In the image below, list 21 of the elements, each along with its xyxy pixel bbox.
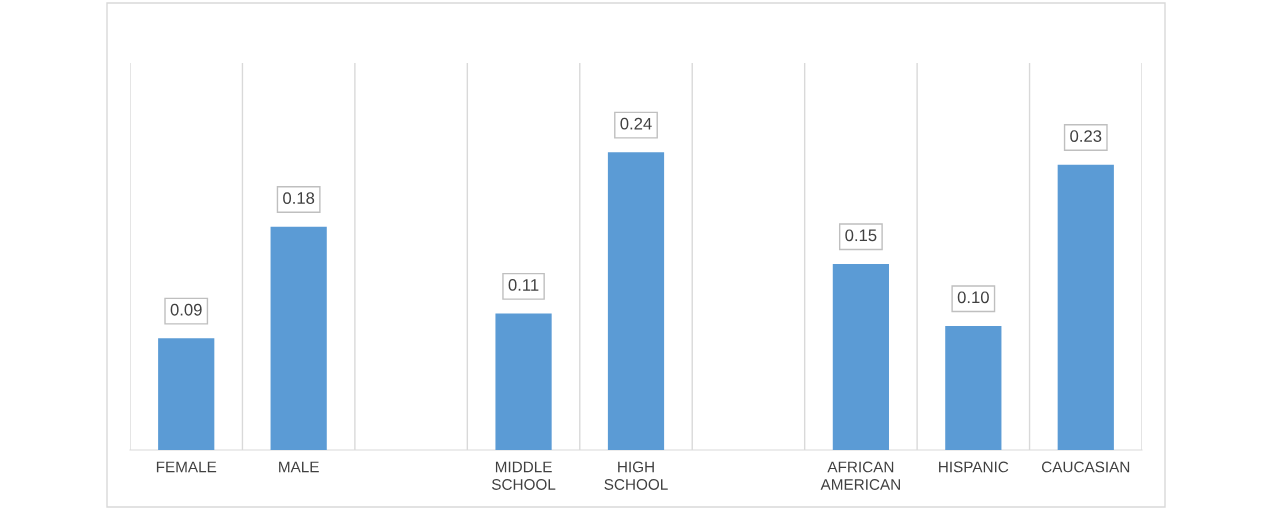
data-label: 0.23 — [1070, 130, 1102, 142]
data-label: 0.11 — [508, 279, 539, 291]
data-label: 0.10 — [957, 291, 989, 304]
x-tick-label: HIGH SCHOOL — [604, 461, 668, 490]
bar — [832, 263, 889, 450]
bar — [1057, 164, 1114, 450]
x-tick-label: CAUCASIAN — [1041, 461, 1130, 473]
bar — [607, 152, 665, 450]
x-tick-label: HISPANIC — [939, 461, 1009, 473]
data-label: 0.15 — [845, 229, 877, 242]
x-tick-label: MALE — [279, 461, 319, 473]
bar — [158, 338, 215, 450]
x-tick-label: AFRICAN AMERICAN — [820, 461, 900, 490]
x-tick-label: FEMALE — [156, 461, 217, 473]
data-label: 0.09 — [170, 303, 202, 316]
x-tick-label: MIDDLE SCHOOL — [491, 461, 556, 490]
bar — [495, 313, 552, 450]
data-label: 0.24 — [620, 117, 652, 130]
data-label: 0.18 — [283, 192, 315, 204]
bar — [945, 325, 1002, 450]
bar — [270, 226, 327, 450]
